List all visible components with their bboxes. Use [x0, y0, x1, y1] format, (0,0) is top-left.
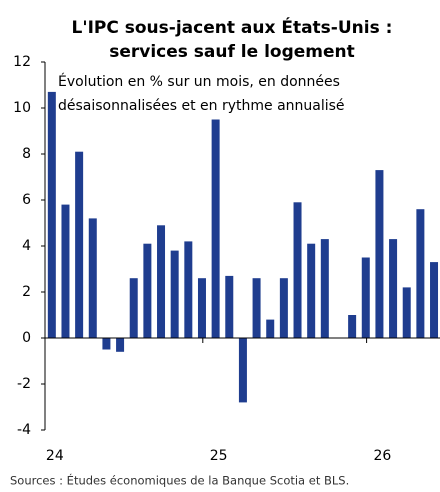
bar: [307, 243, 316, 338]
bar: [170, 250, 179, 338]
source: Sources : Études économiques de la Banqu…: [10, 473, 349, 488]
chart-title: L'IPC sous-jacent aux États-Unis :: [72, 16, 393, 38]
bar: [61, 204, 70, 338]
x-tick-label: 24: [46, 448, 64, 464]
subtitle: Évolution en % sur un mois, en données: [58, 73, 340, 90]
x-tick-label: 25: [210, 448, 228, 464]
y-tick-label: 10: [13, 100, 31, 116]
bar: [184, 241, 193, 338]
bar: [361, 257, 370, 338]
bar: [157, 225, 166, 338]
bar: [88, 218, 97, 338]
bar: [116, 338, 125, 352]
bar: [389, 239, 398, 338]
bar: [266, 319, 275, 338]
bar: [75, 151, 84, 338]
y-tick-label: 12: [13, 54, 31, 70]
bar: [293, 202, 302, 338]
chart-title: services sauf le logement: [109, 42, 355, 62]
bar: [211, 119, 220, 338]
bar: [375, 170, 384, 338]
y-tick-label: -4: [17, 422, 31, 438]
bar: [129, 278, 138, 338]
y-tick-label: 2: [22, 284, 31, 300]
subtitle: désaisonnalisées et en rythme annualisé: [58, 98, 345, 114]
bar: [238, 338, 247, 403]
x-tick-label: 26: [374, 448, 392, 464]
bar: [348, 315, 357, 338]
bar: [252, 278, 261, 338]
y-tick-label: 8: [22, 146, 31, 162]
bar: [320, 239, 329, 338]
bar: [279, 278, 288, 338]
bar: [143, 243, 152, 338]
bar: [197, 278, 206, 338]
y-tick-label: 6: [22, 192, 31, 208]
bar: [102, 338, 111, 350]
bar: [416, 209, 425, 338]
y-tick-label: -2: [17, 376, 31, 392]
bar: [225, 275, 234, 338]
y-tick-label: 4: [22, 238, 31, 254]
bar: [47, 91, 56, 339]
bar: [402, 287, 411, 338]
y-tick-label: 0: [22, 330, 31, 346]
bar: [430, 262, 439, 338]
